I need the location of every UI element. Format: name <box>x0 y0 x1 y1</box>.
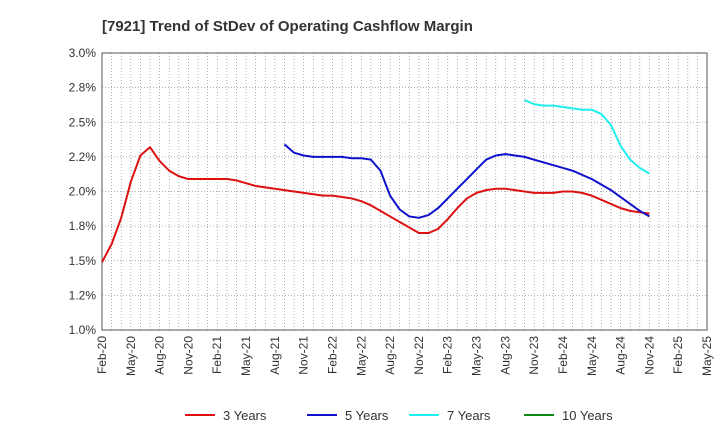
x-tick-label: Feb-20 <box>95 336 109 374</box>
x-tick-label: Feb-21 <box>210 336 224 374</box>
y-tick-label: 1.8% <box>69 219 97 233</box>
x-tick-label: Nov-24 <box>642 336 656 375</box>
x-tick-label: Aug-24 <box>614 336 628 375</box>
x-tick-label: Feb-22 <box>325 336 339 374</box>
y-tick-label: 1.5% <box>69 254 97 268</box>
series-line-7-years <box>524 99 650 175</box>
x-tick-label: Aug-23 <box>498 336 512 375</box>
x-tick-label: May-23 <box>470 336 484 376</box>
y-tick-label: 1.2% <box>69 288 97 302</box>
series-line-5-years <box>283 143 650 219</box>
x-tick-label: May-21 <box>239 336 253 376</box>
x-tick-label: Feb-24 <box>556 336 570 374</box>
legend-label-5-years: 5 Years <box>345 408 389 423</box>
x-tick-label: Nov-20 <box>181 336 195 375</box>
plot-area: 1.0% 1.2% 1.5% 1.8% 2.0% 2.2% 2.5% 2.8% 3.0% Feb-… <box>69 46 714 376</box>
y-tick-label: 2.2% <box>69 150 97 164</box>
x-tick-label: Feb-23 <box>441 336 455 374</box>
x-tick-label: May-22 <box>354 336 368 376</box>
x-tick-label: May-24 <box>585 336 599 376</box>
y-tick-label: 2.0% <box>69 185 97 199</box>
y-tick-label: 2.5% <box>69 115 97 129</box>
x-tick-label: May-25 <box>700 336 714 376</box>
x-tick-label: Aug-21 <box>268 336 282 375</box>
x-tick-label: May-20 <box>124 336 138 376</box>
legend-label-3-years: 3 Years <box>223 408 267 423</box>
x-tick-label: Feb-25 <box>671 336 685 374</box>
chart-title: [7921] Trend of StDev of Operating Cashf… <box>102 18 473 35</box>
x-tick-label: Nov-22 <box>412 336 426 375</box>
y-tick-label: 1.0% <box>69 323 97 337</box>
plot-border <box>101 52 708 331</box>
legend-label-7-years: 7 Years <box>447 408 491 423</box>
x-tick-label: Nov-21 <box>297 336 311 375</box>
y-tick-label: 2.8% <box>69 81 97 95</box>
x-tick-label: Aug-22 <box>383 336 397 375</box>
x-tick-label: Nov-23 <box>527 336 541 375</box>
legend-label-10-years: 10 Years <box>562 408 613 423</box>
series-line-3-years <box>101 146 650 263</box>
y-tick-label: 3.0% <box>69 46 97 60</box>
legend: 3 Years 5 Years 7 Years 10 Years <box>185 408 613 423</box>
x-tick-label: Aug-20 <box>153 336 167 375</box>
